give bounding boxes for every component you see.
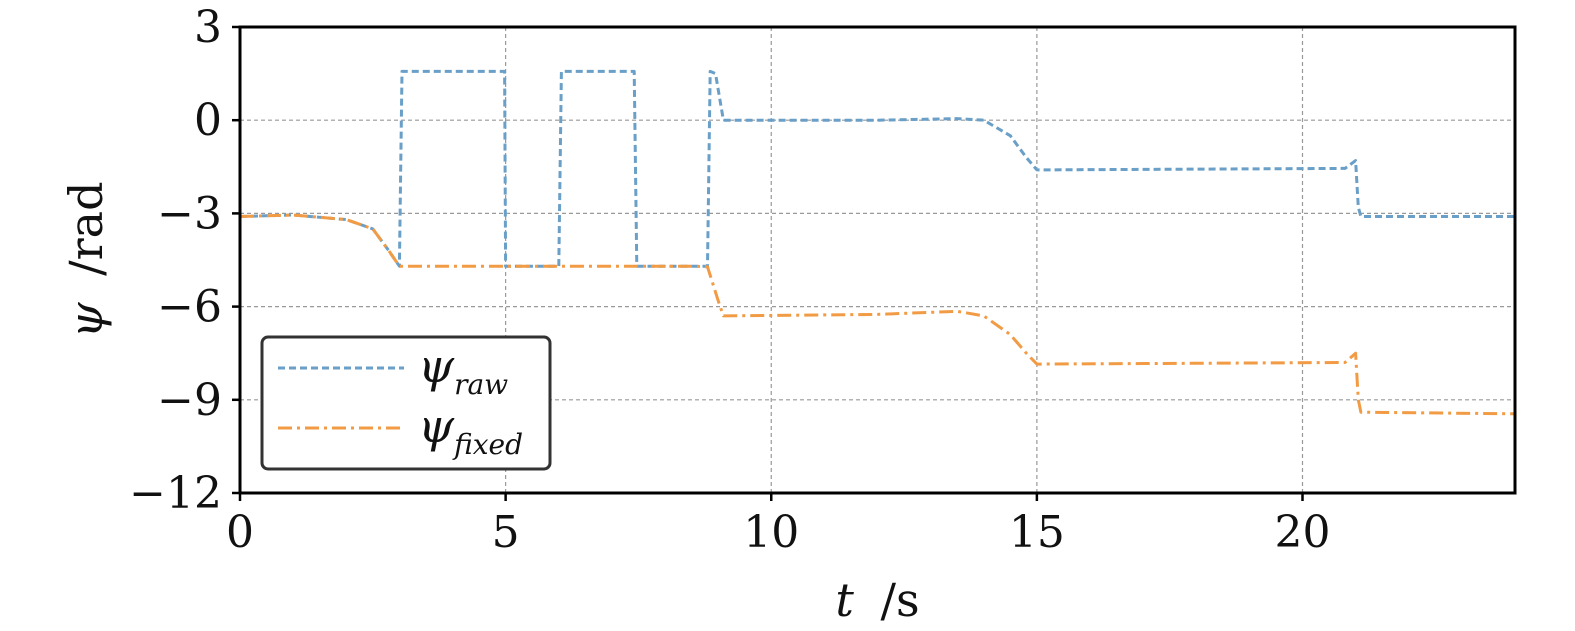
legend-fixed-subscript: fixed (452, 428, 523, 461)
legend-fixed-symbol: ψ (418, 399, 455, 453)
x-axis-variable: t (835, 573, 854, 627)
y-tick-label: 0 (194, 95, 222, 146)
series-line-fixed (239, 213, 1516, 416)
y-axis-unit: /rad (59, 181, 113, 275)
legend-raw-symbol: ψ (418, 339, 455, 393)
x-tick-label: 20 (1275, 507, 1331, 558)
x-tick-label: 10 (743, 507, 799, 558)
x-tick-label: 5 (492, 507, 520, 558)
series-line-raw (239, 69, 1515, 268)
plot-frame (238, 25, 1517, 495)
legend-entry-fixed: ψfixed (418, 399, 523, 461)
axis-ticks: 0 5 10 15 20 3 0 −3 −6 −9 −12 (129, 2, 1330, 558)
legend: ψraw ψfixed (260, 335, 552, 471)
legend-frame (260, 335, 552, 471)
y-axis-label: ψ /rad (59, 181, 113, 338)
y-tick-label: −6 (157, 282, 222, 333)
x-tick-label: 15 (1009, 507, 1065, 558)
x-axis-unit: /s (881, 573, 920, 627)
legend-entry-raw: ψraw (418, 339, 508, 401)
y-tick-label: 3 (194, 2, 222, 53)
y-axis-variable: ψ (59, 302, 113, 339)
y-tick-label: −3 (157, 188, 222, 239)
y-tick-label: −9 (157, 375, 222, 426)
x-tick-label: 0 (226, 507, 254, 558)
series-lines (239, 69, 1516, 416)
legend-raw-subscript: raw (454, 368, 508, 401)
x-axis-label: t /s (835, 573, 919, 627)
y-tick-label: −12 (129, 468, 222, 519)
